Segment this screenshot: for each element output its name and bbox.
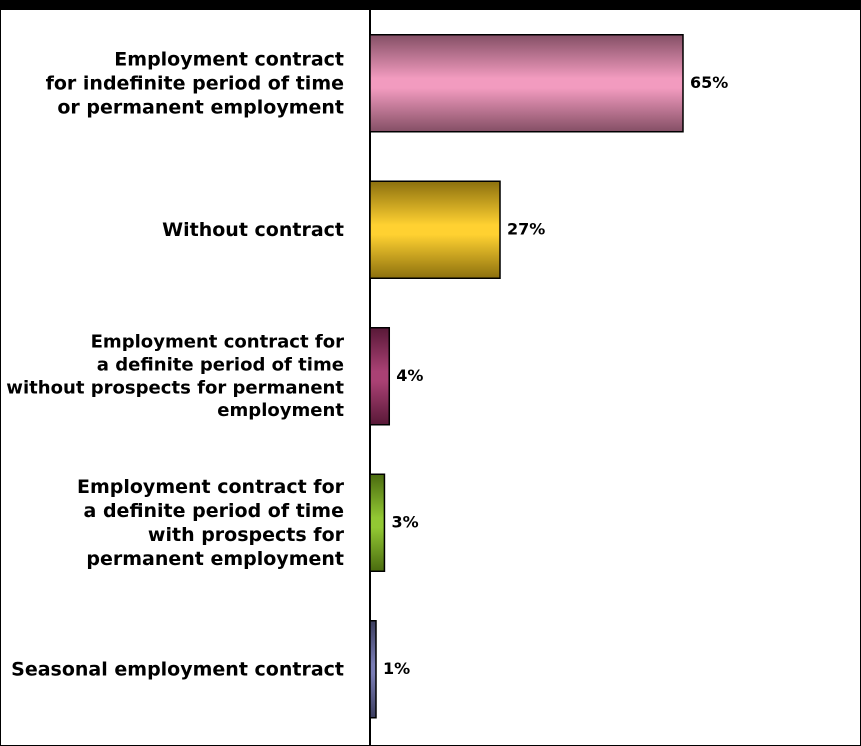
bar-3	[369, 327, 391, 426]
value-label-1: 65%	[690, 73, 728, 92]
bar-4	[369, 473, 386, 572]
value-label-2: 27%	[507, 219, 545, 238]
category-label-5: Seasonal employment contract	[11, 658, 344, 680]
value-label-5: 1%	[383, 659, 410, 678]
bar-2	[369, 180, 501, 279]
category-label-3: Employment contract for a definite period…	[6, 332, 344, 421]
value-label-3: 4%	[396, 366, 423, 385]
bar-5	[369, 620, 377, 719]
category-label-1: Employment contract for indefinite period…	[46, 48, 344, 118]
category-label-4: Employment contract for a definite period…	[77, 476, 345, 570]
category-labels-group: Employment contract for indefinite period…	[6, 48, 344, 680]
category-label-2: Without contract	[162, 219, 344, 241]
bars-group	[369, 34, 684, 719]
value-labels-group: 65% 27% 4% 3% 1%	[383, 73, 728, 678]
bar-1	[369, 34, 684, 133]
value-label-4: 3%	[391, 512, 418, 531]
